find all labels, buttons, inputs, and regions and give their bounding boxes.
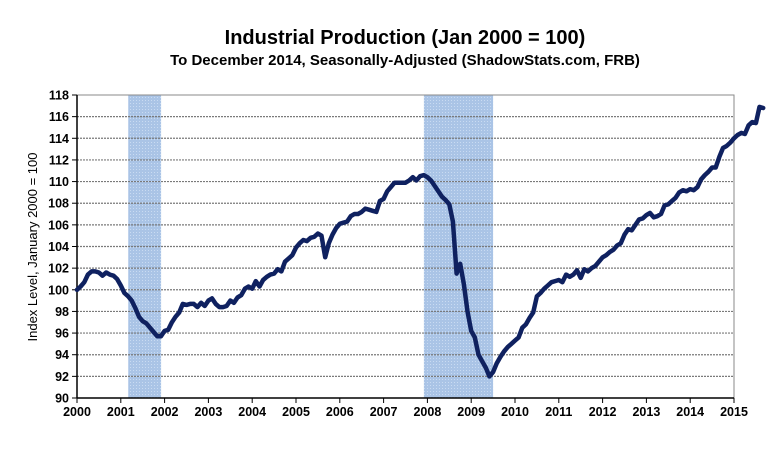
x-tick-label: 2007	[370, 405, 398, 419]
y-tick-label: 96	[55, 327, 69, 341]
gridlines-group	[77, 116, 734, 377]
x-tick-label: 2005	[282, 405, 310, 419]
x-tick-label: 2004	[238, 405, 266, 419]
x-tick-label: 2010	[501, 405, 529, 419]
y-tick-label: 100	[48, 283, 69, 297]
y-tick-label: 94	[55, 348, 69, 362]
x-tick-label: 2011	[545, 405, 572, 419]
x-tick-label: 2000	[63, 405, 91, 419]
y-tick-label: 110	[49, 175, 69, 189]
y-tick-label: 104	[48, 240, 69, 254]
y-tick-label: 98	[55, 305, 69, 319]
y-tick-label: 116	[49, 110, 69, 124]
x-tick-label: 2013	[632, 405, 660, 419]
y-tick-label: 106	[48, 218, 69, 232]
y-tick-label: 112	[49, 153, 69, 167]
x-tick-label: 2014	[676, 405, 704, 419]
x-tick-label: 2001	[107, 405, 135, 419]
y-tick-label: 108	[48, 197, 69, 211]
chart-subtitle: To December 2014, Seasonally-Adjusted (S…	[170, 52, 640, 69]
x-tick-label: 2003	[194, 405, 222, 419]
y-tick-label: 92	[55, 370, 69, 384]
x-tick-label: 2009	[457, 405, 485, 419]
data-points-group	[76, 106, 764, 377]
y-tick-labels: 90 92 94 96 98 100 102 104 106 108 110 112 114 116 118	[48, 89, 69, 406]
y-tick-label: 90	[55, 392, 69, 406]
series-line-industrial-production	[74, 104, 766, 379]
x-tick-label: 2002	[151, 405, 179, 419]
x-tick-label: 2006	[326, 405, 354, 419]
x-tick-label: 2008	[413, 405, 441, 419]
y-tick-label: 102	[48, 262, 69, 276]
x-tick-labels: 2000 2001 2002 2003 2004 2005 2006 2007 2008 2009…	[63, 405, 748, 419]
y-tick-label: 118	[49, 89, 69, 103]
y-tick-label: 114	[49, 132, 69, 146]
x-tick-label: 2015	[720, 405, 748, 419]
axes-group	[72, 94, 735, 403]
chart-title: Industrial Production (Jan 2000 = 100)	[225, 27, 586, 49]
x-tick-label: 2012	[589, 405, 617, 419]
y-axis-label: Index Level, January 2000 = 100	[25, 152, 40, 341]
